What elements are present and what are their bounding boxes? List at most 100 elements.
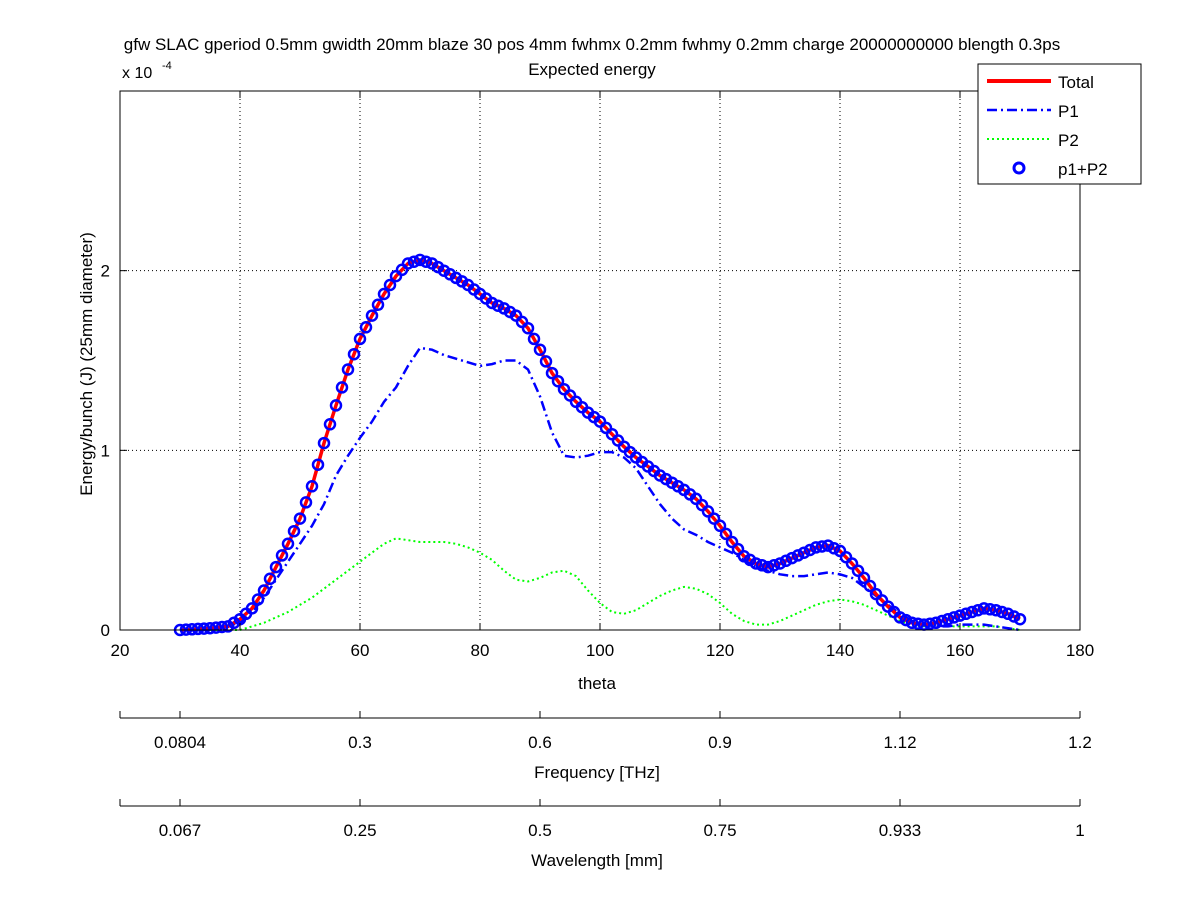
secondary-axis-label: Wavelength [mm]: [531, 851, 663, 870]
p1p2-marker: [317, 436, 331, 450]
x-tick-label: 120: [706, 641, 734, 660]
p1p2-marker: [767, 559, 781, 572]
series-layer: [173, 253, 1027, 637]
p1p2-marker: [791, 549, 805, 562]
secondary-axis-tick-label: 1.12: [883, 733, 916, 752]
p1p2-marker: [731, 542, 745, 556]
legend-box: [977, 63, 1142, 185]
p1p2-marker: [191, 622, 205, 636]
p1p2-marker: [923, 617, 937, 630]
plot-area: [120, 91, 1080, 630]
p1p2-marker: [803, 543, 817, 557]
series-line-p2: [180, 537, 1021, 631]
p1p2-marker: [377, 287, 391, 301]
grid-lines: [120, 91, 1080, 630]
p1p2-marker: [941, 612, 955, 626]
p1p2-marker: [485, 296, 499, 310]
p1p2-marker: [419, 255, 433, 268]
y-tick-label: 0: [101, 621, 110, 640]
secondary-axis-tick-label: 0.25: [343, 821, 376, 840]
p1p2-marker: [953, 609, 967, 622]
p1p2-marker: [701, 505, 715, 518]
p1p2-marker: [773, 557, 787, 570]
legend-label-p1p2: p1+P2: [1058, 160, 1108, 179]
secondary-axis-tick-label: 0.0804: [154, 733, 206, 752]
p1p2-marker: [845, 557, 859, 570]
x-tick-label: 60: [351, 641, 370, 660]
x-tick-label: 100: [586, 641, 614, 660]
series-line-p1: [180, 346, 1021, 632]
legend-label-total: Total: [1058, 73, 1094, 92]
secondary-axis-tick-label: 1.2: [1068, 733, 1092, 752]
p1p2-marker: [197, 622, 211, 635]
y-scale-base: x 10: [122, 65, 152, 82]
p1p2-marker: [815, 540, 829, 553]
x-tick-label: 20: [111, 641, 130, 660]
p1p2-marker: [797, 546, 811, 559]
p1p2-marker: [779, 554, 793, 568]
p1p2-marker: [1001, 607, 1015, 621]
p1p2-marker: [1007, 610, 1021, 623]
secondary-axis-tick-label: 0.933: [879, 821, 922, 840]
p1p2-marker: [215, 620, 229, 634]
p1p2-marker: [335, 381, 349, 394]
p1p2-marker: [761, 560, 775, 574]
p1p2-marker: [413, 253, 427, 267]
p1p2-marker: [785, 551, 799, 565]
p1p2-marker: [935, 614, 949, 628]
p1p2-marker: [275, 549, 289, 562]
p1p2-marker: [863, 579, 877, 593]
y-axis-label: Energy/bunch (J) (25mm diameter): [77, 232, 96, 496]
x-tick-label: 160: [946, 641, 974, 660]
p1p2-marker: [245, 602, 259, 615]
p1p2-marker: [827, 542, 841, 555]
p1p2-marker: [263, 572, 277, 586]
p1p2-marker: [371, 298, 385, 312]
p1p2-marker: [821, 539, 835, 552]
p1p2-marker: [323, 418, 337, 431]
p1p2-marker: [299, 496, 313, 509]
p1p2-marker: [1013, 612, 1027, 626]
p1p2-marker: [521, 321, 535, 335]
p1p2-marker: [965, 605, 979, 619]
x-axis-label: theta: [578, 674, 616, 693]
secondary-axis-label: Frequency [THz]: [534, 763, 660, 782]
p1p2-marker: [533, 343, 547, 356]
secondary-axis-tick-label: 1: [1075, 821, 1084, 840]
p1p2-marker: [971, 603, 985, 617]
p1p2-marker: [311, 458, 325, 471]
p1p2-marker: [305, 480, 319, 493]
p1p2-marker: [347, 347, 361, 361]
p1p2-marker: [365, 309, 379, 322]
chart-title: gfw SLAC gperiod 0.5mm gwidth 20mm blaze…: [124, 35, 1060, 54]
p1p2-marker: [185, 623, 199, 636]
p1p2-marker: [251, 593, 265, 606]
p1p2-marker: [353, 332, 367, 346]
secondary-axes: 0.0804 0.3 0.6 0.9 1.12 1.2 Frequency [THz] 0.0…: [119, 711, 1092, 870]
p1p2-marker: [287, 524, 301, 538]
p1p2-marker: [383, 278, 397, 292]
p1p2-marker: [293, 512, 307, 525]
p1p2-marker: [203, 621, 217, 635]
p1p2-marker: [755, 559, 769, 572]
p1p2-marker: [929, 616, 943, 630]
p1p2-marker: [995, 605, 1009, 619]
p1p2-marker: [527, 332, 541, 346]
p1p2-marker: [809, 541, 823, 554]
chart-subtitle: Expected energy: [528, 60, 656, 79]
secondary-axis-tick-label: 0.5: [528, 821, 552, 840]
x-tick-label: 140: [826, 641, 854, 660]
p1p2-marker: [551, 374, 565, 388]
axis-ticks: 20 40 60 80 100 120 140 160 180 0 1 2: [101, 91, 1094, 660]
x-tick-label: 40: [231, 641, 250, 660]
p1p2-marker: [209, 621, 223, 634]
p1p2-marker: [983, 603, 997, 616]
p1p2-marker: [893, 611, 907, 624]
p1p2-marker: [857, 571, 871, 585]
p1p2-marker: [545, 366, 559, 380]
secondary-axis-tick-label: 0.067: [159, 821, 202, 840]
p1p2-marker: [899, 613, 913, 627]
y-tick-label: 1: [101, 441, 110, 460]
p1p2-marker: [329, 399, 343, 412]
